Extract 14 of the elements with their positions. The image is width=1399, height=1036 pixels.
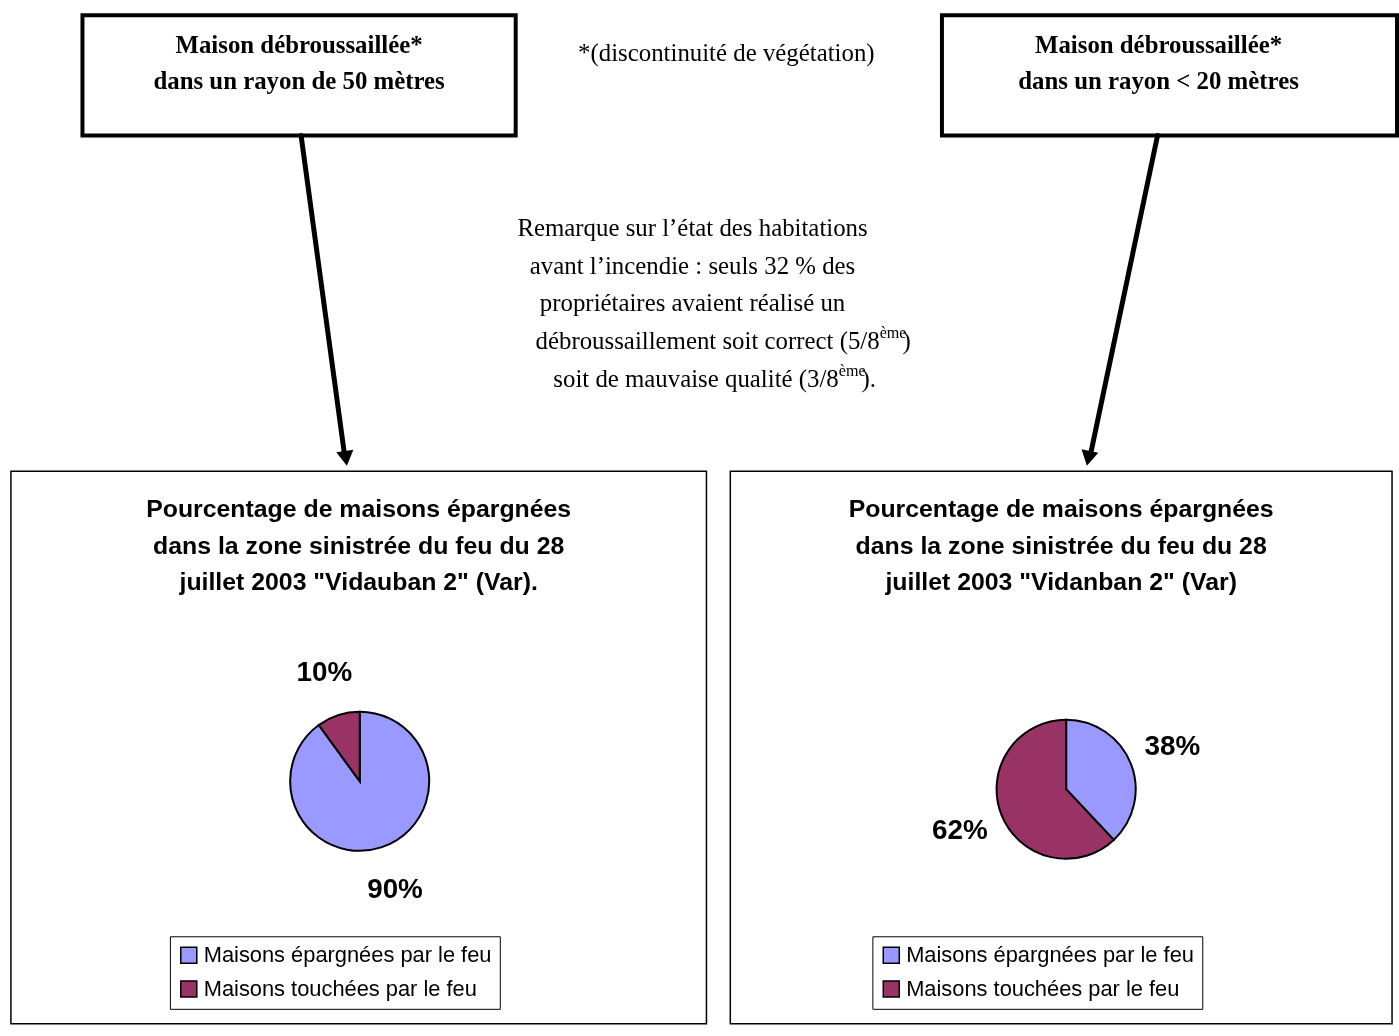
legend-label: Maisons épargnées par le feu — [203, 942, 492, 968]
chart-title: Pourcentage de maisons épargnées dans la zone sinistrée du feu du 28 juillet 2003 "Vidanban 2" (Var) — [848, 494, 1274, 596]
data-label: 10% — [296, 655, 353, 687]
legend-label: Maisons touchées par le feu — [906, 975, 1180, 1001]
text: Maison débroussaillée* dans un rayon de 50 mètres — [153, 30, 446, 94]
chart-title: Pourcentage de maisons épargnées dans la zone sinistrée du feu du 28 juillet 2003 "Vidauban 2" (Var). — [146, 494, 572, 596]
text: *(discontinuité de végétation) — [578, 38, 875, 67]
text: Maison débroussaillée* dans un rayon < 20 mètres — [1018, 30, 1300, 94]
pie-slice — [289, 710, 431, 852]
data-label: 38% — [1144, 730, 1201, 762]
data-label: 90% — [367, 872, 423, 904]
legend-label: Maisons épargnées par le feu — [906, 942, 1194, 968]
data-label: 62% — [932, 814, 988, 846]
legend-label: Maisons touchées par le feu — [203, 975, 477, 1001]
